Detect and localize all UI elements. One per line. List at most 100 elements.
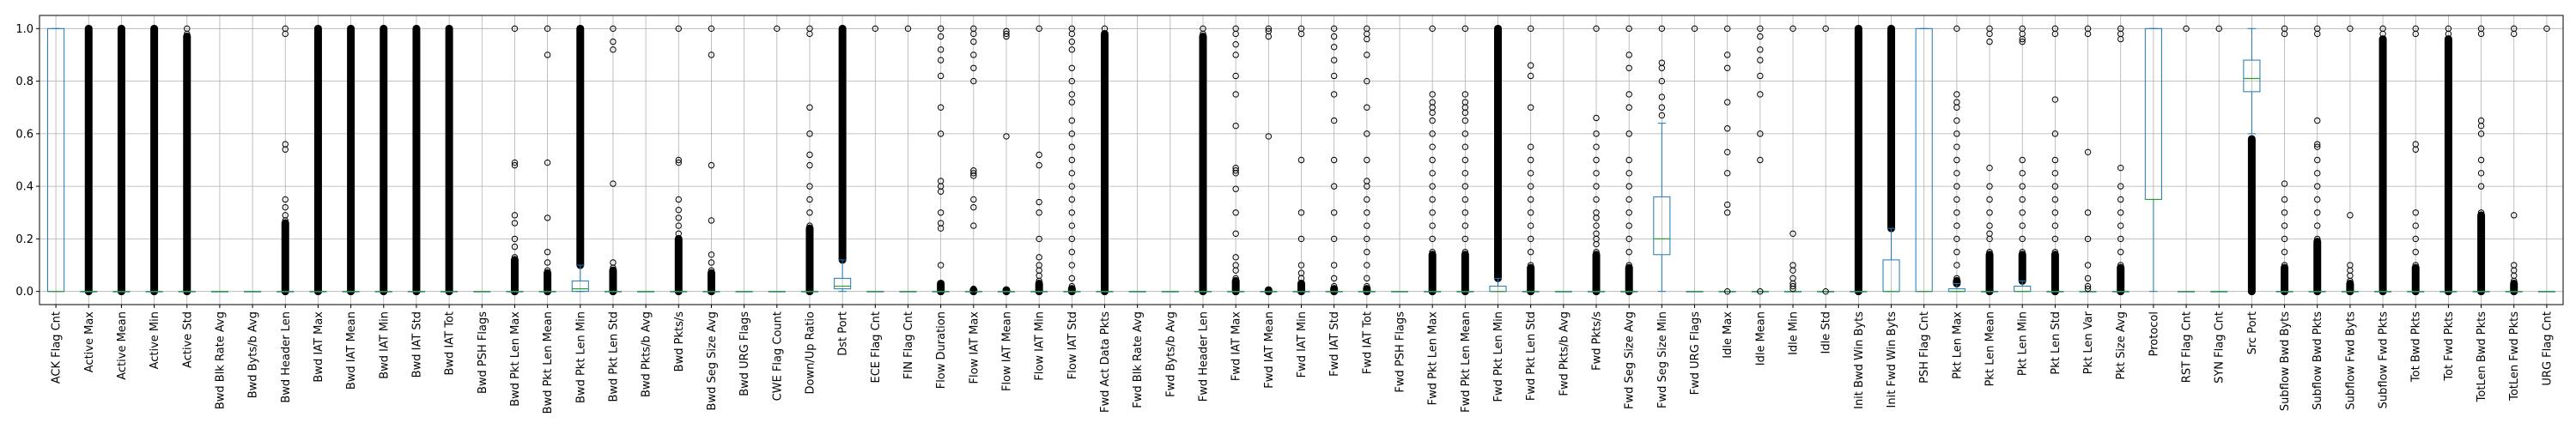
outlier-point bbox=[1232, 275, 1239, 282]
outlier-point bbox=[2019, 196, 2026, 203]
outlier-point bbox=[1986, 30, 1993, 38]
outlier-point bbox=[1068, 117, 1076, 124]
outlier-point bbox=[1527, 235, 1534, 243]
outlier-point bbox=[2051, 249, 2059, 256]
outlier-point bbox=[2051, 222, 2059, 229]
outlier-point bbox=[1986, 196, 1993, 203]
outlier-point bbox=[1953, 117, 1960, 124]
outlier-point bbox=[675, 156, 682, 164]
outlier-point bbox=[2477, 209, 2485, 216]
outlier-point bbox=[937, 225, 945, 232]
x-tick-label: Pkt Len Max bbox=[1951, 311, 1964, 379]
box-55 bbox=[1817, 25, 1835, 295]
x-tick-label: Bwd IAT Tot bbox=[444, 311, 457, 376]
y-tick-label: 1.0 bbox=[15, 23, 33, 36]
x-tick-label: Subflow Fwd Pkts bbox=[2378, 311, 2391, 409]
outlier-point bbox=[806, 196, 813, 203]
outlier-point bbox=[1986, 164, 1993, 172]
outlier-point bbox=[1265, 133, 1273, 140]
x-tick-label: Active Max bbox=[83, 311, 96, 373]
outlier-point bbox=[2281, 30, 2288, 38]
box-32 bbox=[1063, 25, 1081, 296]
box-58 bbox=[1915, 27, 1933, 293]
outlier-point bbox=[1429, 209, 1436, 216]
outlier-point bbox=[1723, 148, 1731, 156]
outlier-point bbox=[282, 203, 289, 211]
x-tick-label: TotLen Bwd Pkts bbox=[2476, 311, 2488, 403]
x-tick-label: Fwd IAT Mean bbox=[1263, 311, 1276, 389]
outlier-point bbox=[1593, 25, 1600, 33]
box-64 bbox=[2111, 25, 2129, 296]
box-22 bbox=[735, 291, 753, 293]
outlier-point bbox=[708, 267, 715, 274]
box-29 bbox=[964, 25, 982, 296]
outlier-point bbox=[2511, 30, 2518, 38]
outlier-point bbox=[2314, 156, 2321, 164]
outlier-point bbox=[1593, 249, 1600, 256]
outlier-point bbox=[1658, 104, 1666, 111]
outlier-point bbox=[2347, 212, 2354, 219]
outlier-point bbox=[1953, 262, 1960, 269]
dense-outliers bbox=[576, 24, 585, 269]
outlier-point bbox=[2477, 156, 2485, 164]
box-13 bbox=[440, 24, 459, 296]
outlier-point bbox=[1232, 209, 1239, 216]
outlier-point bbox=[1232, 122, 1239, 130]
box-60 bbox=[1981, 25, 1999, 296]
outlier-point bbox=[2019, 156, 2026, 164]
outlier-point bbox=[2117, 222, 2124, 229]
outlier-point bbox=[2347, 277, 2354, 285]
outlier-point bbox=[1953, 235, 1960, 243]
outlier-point bbox=[1986, 183, 1993, 190]
dense-outliers bbox=[117, 24, 125, 296]
outlier-point bbox=[1461, 109, 1469, 117]
outlier-point bbox=[1036, 254, 1042, 261]
box-51 bbox=[1686, 25, 1704, 293]
box-66 bbox=[2178, 25, 2196, 293]
outlier-point bbox=[1297, 209, 1305, 216]
outlier-point bbox=[1364, 275, 1370, 282]
x-tick-label: FIN Flag Cnt bbox=[902, 311, 915, 379]
outlier-point bbox=[610, 38, 617, 45]
outlier-point bbox=[2117, 164, 2124, 172]
x-tick-label: Fwd Seg Size Avg bbox=[1624, 311, 1637, 409]
box-76 bbox=[2505, 25, 2523, 296]
x-tick-label: Subflow Bwd Byts bbox=[2279, 311, 2292, 411]
x-tick-label: Bwd Pkt Len Mean bbox=[542, 311, 555, 414]
outlier-point bbox=[1297, 275, 1305, 282]
y-tick-label: 0.6 bbox=[15, 128, 33, 141]
box-iqr bbox=[1653, 196, 1671, 256]
outlier-point bbox=[1068, 222, 1076, 229]
outlier-point bbox=[1723, 64, 1731, 71]
dense-outliers bbox=[510, 256, 519, 296]
x-tick-label: Active Min bbox=[149, 311, 161, 369]
outlier-point bbox=[1986, 249, 1993, 256]
x-axis-ticks: ACK Flag Cnt Active Max Active Mean Active … bbox=[51, 305, 2554, 414]
x-tick-label: Subflow Bwd Pkts bbox=[2312, 311, 2324, 410]
outlier-point bbox=[1461, 222, 1469, 229]
outlier-point bbox=[1757, 57, 1764, 63]
x-tick-label: RST Flag Cnt bbox=[2181, 311, 2194, 383]
outlier-point bbox=[1068, 275, 1076, 282]
outlier-point bbox=[708, 251, 715, 258]
x-tick-label: Bwd Pkt Len Min bbox=[574, 311, 587, 403]
outlier-point bbox=[937, 188, 945, 195]
box-25 bbox=[834, 24, 852, 293]
x-tick-label: Flow IAT Min bbox=[1034, 311, 1047, 381]
box-37 bbox=[1227, 25, 1245, 296]
x-tick-label: Fwd Seg Size Min bbox=[1656, 311, 1669, 408]
outlier-point bbox=[1364, 209, 1370, 216]
dense-outliers bbox=[1428, 251, 1437, 296]
outlier-point bbox=[2477, 122, 2485, 130]
outlier-point bbox=[1232, 51, 1239, 58]
x-tick-label: Fwd Pkt Len Std bbox=[1525, 311, 1538, 401]
outlier-point bbox=[1364, 51, 1370, 58]
outlier-point bbox=[2051, 156, 2059, 164]
outlier-point bbox=[1953, 130, 1960, 137]
outlier-point bbox=[1789, 267, 1796, 274]
x-tick-label: Fwd Act Data Pkts bbox=[1099, 311, 1112, 413]
outlier-point bbox=[1953, 222, 1960, 229]
dense-outliers bbox=[1363, 285, 1371, 296]
box-65 bbox=[2144, 27, 2162, 293]
box-35 bbox=[1161, 291, 1179, 293]
